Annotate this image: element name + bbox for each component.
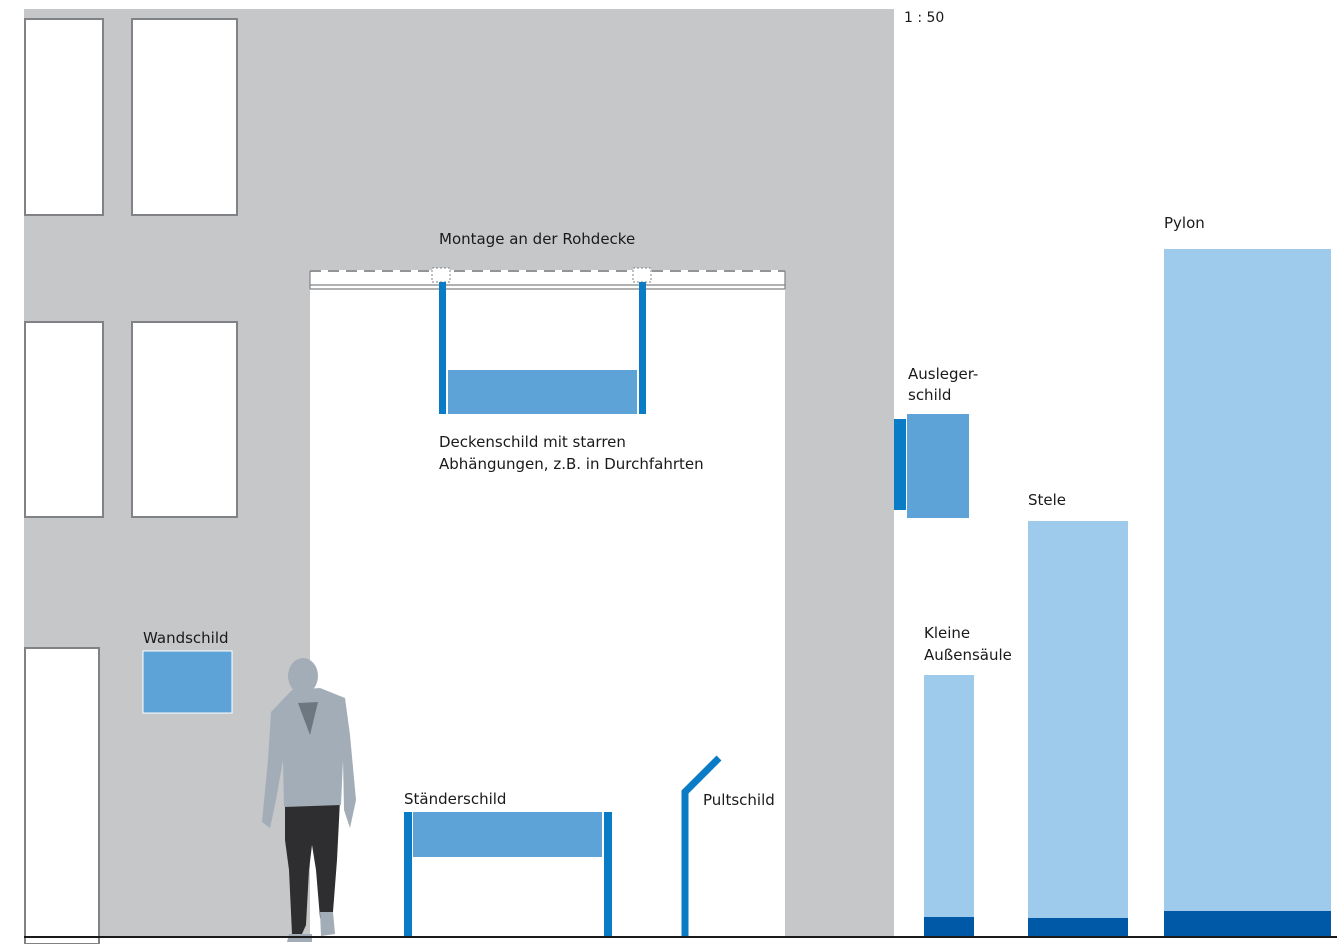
window bbox=[131, 321, 238, 518]
desk-sign-label: Pultschild bbox=[703, 791, 775, 809]
stand-sign bbox=[404, 812, 612, 937]
small-outdoor-column-body bbox=[924, 675, 974, 920]
stand-sign-label: Ständerschild bbox=[404, 790, 507, 808]
window bbox=[24, 18, 104, 216]
pylon-label: Pylon bbox=[1164, 214, 1205, 232]
windows bbox=[24, 18, 238, 944]
ceiling-anchor bbox=[632, 267, 652, 283]
ceiling-sign-hanger-right bbox=[639, 282, 646, 414]
wall-sign-label: Wandschild bbox=[143, 629, 229, 647]
small-outdoor-column bbox=[924, 675, 974, 937]
ceiling-anchor bbox=[431, 267, 451, 283]
ceiling-sign-label-line2: Abhängungen, z.B. in Durchfahrten bbox=[439, 455, 704, 473]
window bbox=[131, 18, 238, 216]
small-column-label-line2: Außensäule bbox=[924, 646, 1012, 664]
person-head bbox=[288, 658, 318, 694]
stand-sign-panel bbox=[413, 812, 602, 857]
desk-sign bbox=[681, 755, 722, 937]
ceiling-sign bbox=[439, 282, 646, 414]
person-jacket bbox=[262, 688, 356, 828]
person-legs bbox=[285, 800, 340, 934]
wall-sign-panel bbox=[142, 650, 233, 714]
projecting-sign bbox=[894, 414, 969, 518]
person-shirt bbox=[298, 702, 318, 735]
stand-sign-post-right bbox=[604, 812, 612, 937]
projecting-sign-bracket bbox=[894, 419, 906, 510]
projecting-sign-label-line1: Ausleger- bbox=[908, 365, 979, 383]
projecting-sign-panel bbox=[907, 414, 969, 518]
door bbox=[24, 647, 100, 944]
small-column-label-line1: Kleine bbox=[924, 624, 971, 642]
pylon bbox=[1164, 249, 1331, 937]
ceiling-sign-panel bbox=[448, 370, 637, 414]
scale-label: 1 : 50 bbox=[904, 10, 945, 26]
stand-sign-post-left bbox=[404, 812, 412, 937]
person-shoes bbox=[287, 912, 335, 942]
window bbox=[24, 321, 104, 518]
small-outdoor-column-base bbox=[924, 917, 974, 937]
stele bbox=[1028, 521, 1128, 937]
projecting-sign-label-line2: schild bbox=[908, 386, 952, 404]
desk-sign-post bbox=[681, 755, 722, 937]
pylon-body bbox=[1164, 249, 1331, 914]
mounting-label: Montage an der Rohdecke bbox=[439, 230, 636, 248]
ceiling-sign-hanger-left bbox=[439, 282, 446, 414]
ceiling-sign-label-line1: Deckenschild mit starren bbox=[439, 433, 626, 451]
stele-label: Stele bbox=[1028, 491, 1067, 509]
stele-body bbox=[1028, 521, 1128, 920]
pylon-base bbox=[1164, 911, 1331, 937]
stele-base bbox=[1028, 918, 1128, 937]
person-silhouette bbox=[262, 658, 356, 942]
